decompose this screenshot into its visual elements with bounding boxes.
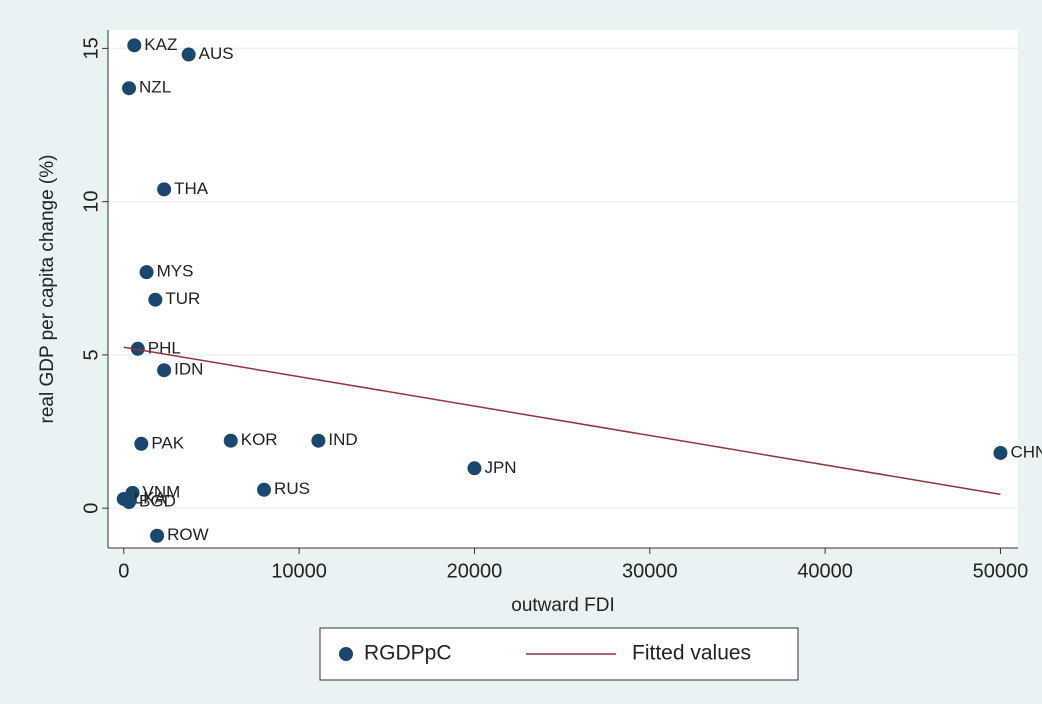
point-label: NZL	[139, 78, 171, 97]
point-label: IND	[328, 430, 357, 449]
x-tick-label: 20000	[447, 560, 503, 582]
point	[130, 341, 145, 356]
point-label: LKA	[134, 488, 167, 507]
x-tick-label: 10000	[271, 560, 327, 582]
point	[311, 433, 326, 448]
point-label: TUR	[165, 289, 200, 308]
y-tick-label: 0	[80, 503, 102, 514]
point	[181, 47, 196, 62]
point-label: ROW	[167, 525, 209, 544]
x-tick-label: 40000	[797, 560, 853, 582]
point	[122, 81, 137, 96]
plot-area	[108, 30, 1018, 548]
point	[993, 445, 1008, 460]
point	[139, 265, 154, 280]
point-label: RUS	[274, 479, 310, 498]
x-tick-label: 0	[118, 560, 129, 582]
legend-label: Fitted values	[632, 642, 751, 665]
x-axis-label: outward FDI	[511, 595, 614, 616]
point	[157, 182, 172, 197]
y-tick-label: 15	[80, 37, 102, 59]
point-label: CHN	[1010, 442, 1042, 461]
point	[467, 461, 482, 476]
point-label: KOR	[241, 430, 278, 449]
point-label: BGD	[139, 492, 176, 511]
y-tick-label: 10	[80, 191, 102, 213]
point	[148, 292, 163, 307]
point-label: VNM	[143, 482, 181, 501]
x-tick-label: 30000	[622, 560, 678, 582]
fit-line	[123, 346, 1001, 496]
point-label: JPN	[484, 458, 516, 477]
point-label: PAK	[151, 433, 184, 452]
point	[127, 38, 142, 53]
point	[134, 436, 149, 451]
point	[223, 433, 238, 448]
point-label: KAZ	[144, 35, 177, 54]
x-tick-label: 50000	[973, 560, 1029, 582]
point	[122, 495, 137, 510]
point	[257, 482, 272, 497]
point-label: THA	[174, 179, 209, 198]
legend-label: RGDPpC	[364, 642, 452, 665]
point	[157, 363, 172, 378]
legend-swatch	[339, 647, 353, 661]
point-label: MYS	[157, 262, 194, 281]
point-label: AUS	[199, 44, 234, 63]
point-label: IDN	[174, 360, 203, 379]
y-axis-label: real GDP per capita change (%)	[37, 155, 58, 424]
point	[150, 528, 165, 543]
y-tick-label: 5	[80, 349, 102, 360]
